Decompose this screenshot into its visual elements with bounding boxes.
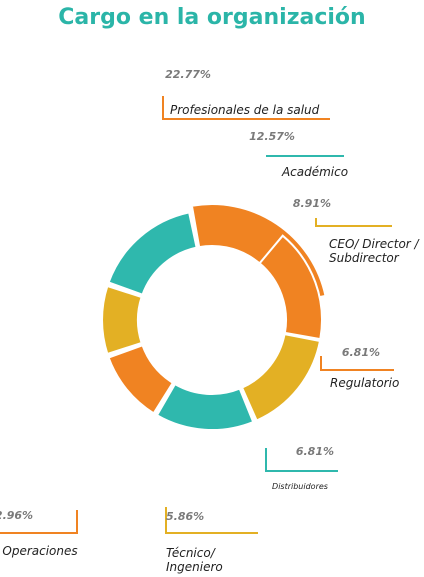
leader-line: [162, 96, 330, 120]
category-label: CEO/ Director / Subdirector: [329, 237, 421, 265]
leader-lines: [0, 96, 394, 534]
percent-label: 6.81%: [296, 445, 334, 458]
category-label: Profesionales de la salud: [170, 103, 320, 117]
category-label: Regulatorio: [330, 376, 399, 390]
percent-label: 8.91%: [293, 197, 331, 210]
segment-operaciones: [258, 234, 323, 341]
segment-t-cnico-ingeniero: [240, 332, 322, 422]
category-label: Distribuidores: [272, 482, 328, 491]
percent-label: 6.81%: [342, 346, 380, 359]
donut-segments: [101, 203, 327, 432]
leader-line: [320, 356, 394, 371]
chart-title: Cargo en la organización: [58, 5, 365, 30]
leader-line: [165, 507, 258, 534]
segment-regulatorio: [107, 344, 175, 415]
segment-ceo-director-subdirector: [101, 284, 143, 356]
percent-label: 12.57%: [249, 130, 295, 143]
percent-label: 5.86%: [166, 510, 204, 523]
category-label: Operaciones: [2, 544, 77, 558]
segment-labels: 22.77% Profesionales de la salud 12.57% Aca…: [0, 68, 421, 574]
category-label: Técnico/Ingeniero: [166, 546, 223, 574]
leader-line: [265, 448, 338, 472]
leader-line: [0, 510, 78, 534]
segment-distribuidores: [155, 382, 255, 432]
category-label: Académico: [281, 165, 348, 179]
percent-label: 2.96%: [0, 509, 33, 522]
percent-label: 22.77%: [165, 68, 211, 81]
leader-line: [315, 218, 392, 227]
segment-acad-mico: [107, 211, 198, 296]
